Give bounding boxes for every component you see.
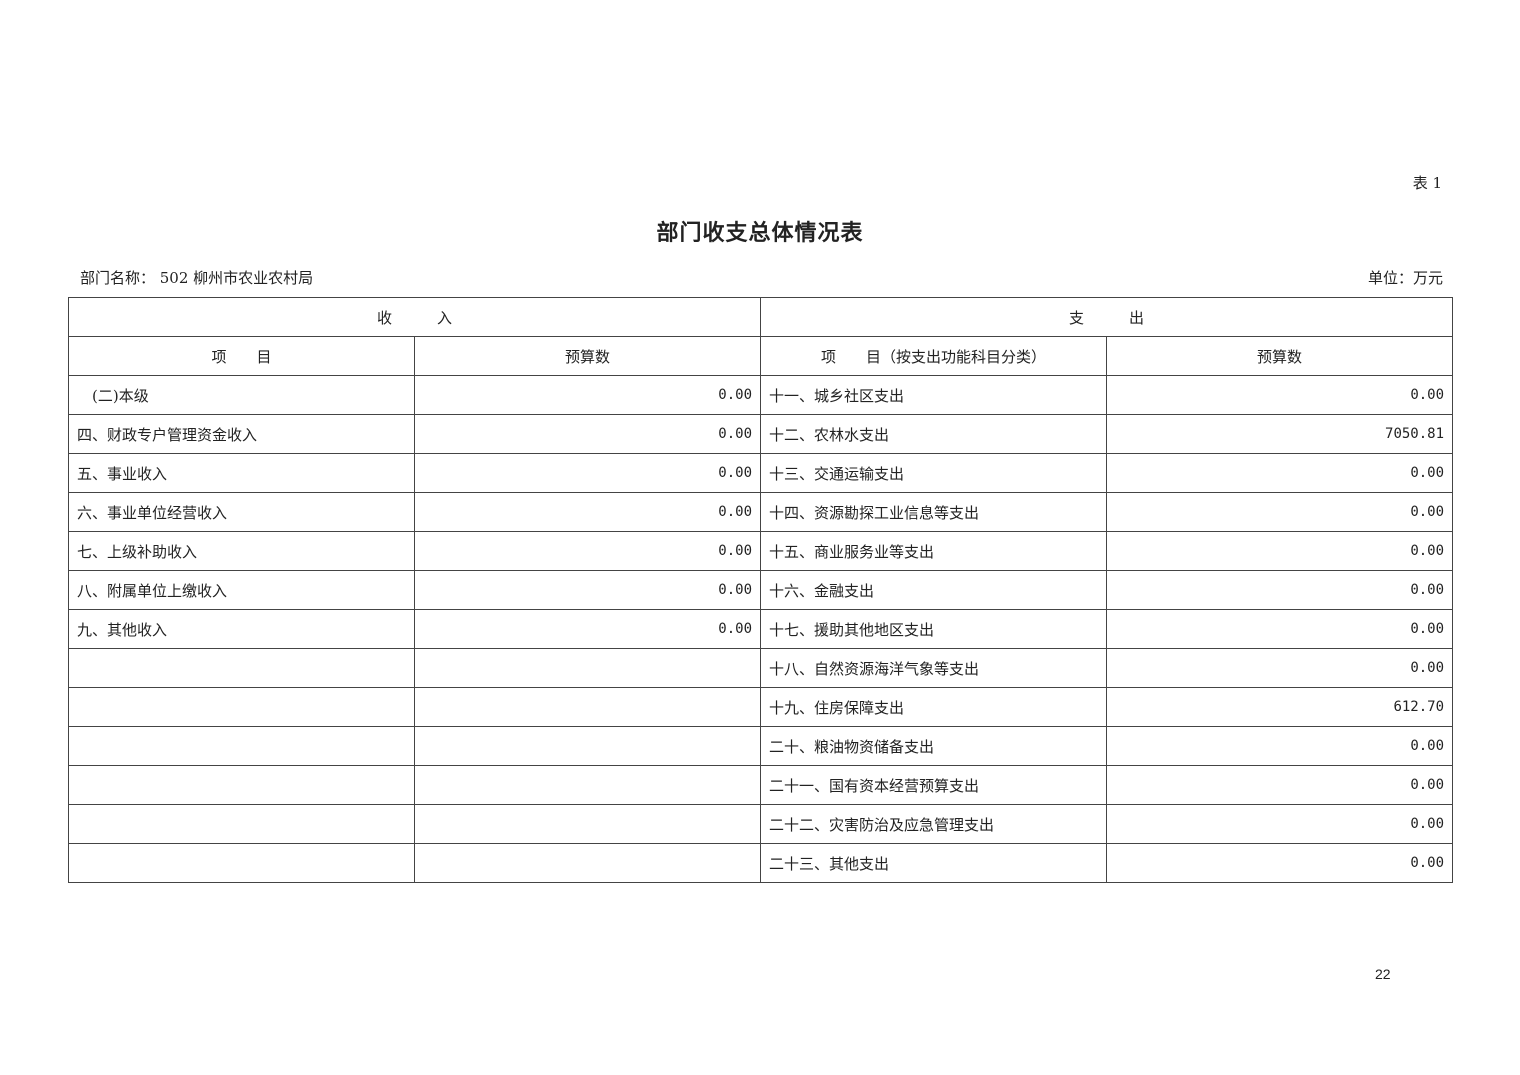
table-row: 七、上级补助收入 0.00 十五、商业服务业等支出 0.00 <box>68 531 1454 571</box>
expense-item-cell: 十六、金融支出 <box>760 570 1108 610</box>
table-row: 五、事业收入 0.00 十三、交通运输支出 0.00 <box>68 453 1454 493</box>
income-amount-cell: 0.00 <box>413 492 762 532</box>
income-item-cell <box>68 804 415 844</box>
income-item-header: 项 目 <box>68 336 415 376</box>
income-amount-cell: 0.00 <box>413 414 762 454</box>
income-item-cell: 五、事业收入 <box>68 453 415 493</box>
expense-amount-cell: 0.00 <box>1106 531 1454 571</box>
income-item-cell: 六、事业单位经营收入 <box>68 492 415 532</box>
income-item-cell: (二)本级 <box>68 375 415 415</box>
table-row: 九、其他收入 0.00 十七、援助其他地区支出 0.00 <box>68 609 1454 649</box>
table-row: 六、事业单位经营收入 0.00 十四、资源勘探工业信息等支出 0.00 <box>68 492 1454 532</box>
expense-amount-header: 预算数 <box>1106 336 1454 376</box>
page-number: 22 <box>1375 966 1391 982</box>
income-item-cell <box>68 726 415 766</box>
expense-section-header: 支 出 <box>760 297 1454 337</box>
expense-item-cell: 二十、粮油物资储备支出 <box>760 726 1108 766</box>
table-row: 二十、粮油物资储备支出 0.00 <box>68 726 1454 766</box>
budget-table: 收 入 支 出 项 目 预算数 项 目（按支出功能科目分类） 预算数 (二)本级… <box>67 297 1454 883</box>
expense-item-cell: 十三、交通运输支出 <box>760 453 1108 493</box>
table-number: 表 1 <box>1412 174 1442 192</box>
income-amount-cell: 0.00 <box>413 453 762 493</box>
expense-item-cell: 二十一、国有资本经营预算支出 <box>760 765 1108 805</box>
income-amount-cell: 0.00 <box>413 531 762 571</box>
expense-item-cell: 十九、住房保障支出 <box>760 687 1108 727</box>
income-item-cell <box>68 765 415 805</box>
expense-amount-cell: 0.00 <box>1106 453 1454 493</box>
table-row: 二十一、国有资本经营预算支出 0.00 <box>68 765 1454 805</box>
expense-amount-cell: 612.70 <box>1106 687 1454 727</box>
expense-item-header: 项 目（按支出功能科目分类） <box>760 336 1108 376</box>
income-item-cell: 九、其他收入 <box>68 609 415 649</box>
income-item-cell: 四、财政专户管理资金收入 <box>68 414 415 454</box>
page-title: 部门收支总体情况表 <box>656 220 864 246</box>
income-section-header: 收 入 <box>67 297 762 337</box>
expense-item-cell: 十一、城乡社区支出 <box>760 375 1108 415</box>
table-row: 四、财政专户管理资金收入 0.00 十二、农林水支出 7050.81 <box>68 414 1454 454</box>
expense-amount-cell: 0.00 <box>1106 765 1454 805</box>
table-row: 二十三、其他支出 0.00 <box>68 843 1454 883</box>
income-item-cell: 七、上级补助收入 <box>68 531 415 571</box>
expense-amount-cell: 0.00 <box>1106 648 1454 688</box>
income-item-cell <box>68 687 415 727</box>
expense-amount-cell: 0.00 <box>1106 609 1454 649</box>
income-amount-cell <box>413 765 762 805</box>
expense-item-cell: 十四、资源勘探工业信息等支出 <box>760 492 1108 532</box>
column-header-row: 项 目 预算数 项 目（按支出功能科目分类） 预算数 <box>68 336 1454 376</box>
income-amount-cell <box>413 843 762 883</box>
table-row: 十八、自然资源海洋气象等支出 0.00 <box>68 648 1454 688</box>
expense-item-cell: 十五、商业服务业等支出 <box>760 531 1108 571</box>
unit-label: 单位：万元 <box>1367 269 1443 287</box>
expense-item-cell: 二十二、灾害防治及应急管理支出 <box>760 804 1108 844</box>
department-name: 部门名称： 502 柳州市农业农村局 <box>80 269 314 287</box>
income-amount-cell: 0.00 <box>413 609 762 649</box>
income-amount-cell <box>413 648 762 688</box>
expense-amount-cell: 0.00 <box>1106 570 1454 610</box>
income-amount-cell: 0.00 <box>413 570 762 610</box>
expense-item-cell: 十八、自然资源海洋气象等支出 <box>760 648 1108 688</box>
expense-amount-cell: 7050.81 <box>1106 414 1454 454</box>
income-amount-cell <box>413 804 762 844</box>
table-row: 二十二、灾害防治及应急管理支出 0.00 <box>68 804 1454 844</box>
income-amount-cell <box>413 726 762 766</box>
income-amount-header: 预算数 <box>413 336 762 376</box>
table-row: 八、附属单位上缴收入 0.00 十六、金融支出 0.00 <box>68 570 1454 610</box>
expense-amount-cell: 0.00 <box>1106 726 1454 766</box>
income-item-cell <box>68 648 415 688</box>
expense-item-cell: 二十三、其他支出 <box>760 843 1108 883</box>
income-amount-cell: 0.00 <box>413 375 762 415</box>
expense-amount-cell: 0.00 <box>1106 492 1454 532</box>
section-header-row: 收 入 支 出 <box>67 297 1454 337</box>
expense-amount-cell: 0.00 <box>1106 804 1454 844</box>
table-row: 十九、住房保障支出 612.70 <box>68 687 1454 727</box>
expense-amount-cell: 0.00 <box>1106 375 1454 415</box>
expense-item-cell: 十七、援助其他地区支出 <box>760 609 1108 649</box>
income-item-cell: 八、附属单位上缴收入 <box>68 570 415 610</box>
expense-amount-cell: 0.00 <box>1106 843 1454 883</box>
income-amount-cell <box>413 687 762 727</box>
table-row: (二)本级 0.00 十一、城乡社区支出 0.00 <box>68 375 1454 415</box>
income-item-cell <box>68 843 415 883</box>
expense-item-cell: 十二、农林水支出 <box>760 414 1108 454</box>
